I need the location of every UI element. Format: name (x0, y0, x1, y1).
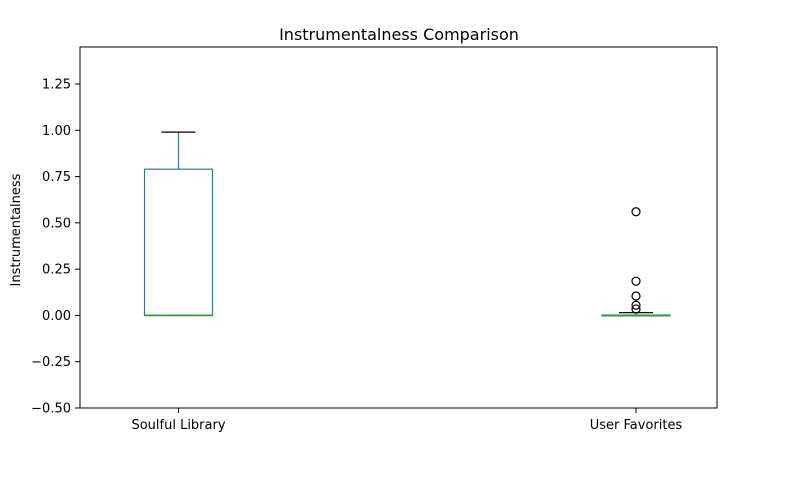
outlier-point (631, 276, 641, 286)
y-tick-label: 0.75 (42, 170, 71, 185)
outlier-point (631, 207, 641, 217)
y-axis-label: Instrumentalness (9, 173, 24, 286)
x-tick-label: User Favorites (590, 418, 683, 433)
y-tick-label: 0.50 (42, 216, 71, 231)
box-soulful-library (143, 131, 214, 317)
outlier-point (631, 300, 641, 310)
y-tick-label: 0.00 (42, 309, 71, 324)
x-tick-label: Soulful Library (131, 418, 225, 433)
y-axis: −0.50 −0.25 0.00 0.25 0.50 0.75 1.00 1.25 (31, 78, 80, 417)
outlier-point (631, 304, 641, 314)
box-user-favorites (601, 207, 671, 317)
box-iqr (143, 168, 214, 317)
outlier-point (631, 291, 641, 301)
y-tick-label: 0.25 (42, 263, 71, 278)
y-tick-label: 1.00 (42, 124, 71, 139)
x-axis: Soulful Library User Favorites (131, 408, 682, 433)
chart-title: Instrumentalness Comparison (279, 25, 519, 44)
box-plot-group (143, 131, 671, 317)
plot-frame (79, 46, 718, 409)
y-tick-label: −0.25 (31, 355, 71, 370)
y-tick-label: −0.50 (31, 402, 71, 417)
y-tick-label: 1.25 (42, 78, 71, 93)
